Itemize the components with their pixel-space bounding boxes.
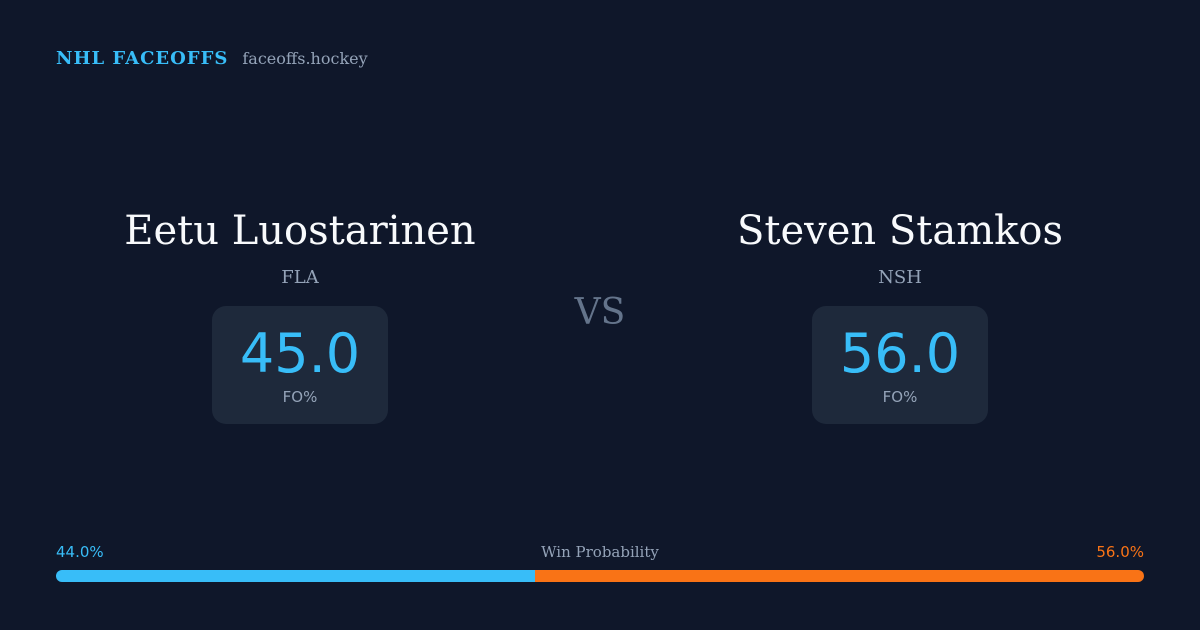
win-probability-right-label: 56.0% [1096,543,1144,561]
stat-label: FO% [882,388,918,406]
stat-label: FO% [282,388,318,406]
brand-domain: faceoffs.hockey [242,49,368,68]
stat-card: 56.0 FO% [812,306,988,424]
stat-value: 56.0 [839,322,961,385]
win-probability-fill-right [534,570,1144,582]
player-left: Eetu Luostarinen FLA 45.0 FO% [80,204,520,424]
stat-card: 45.0 FO% [212,306,388,424]
win-probability-left-label: 44.0% [56,543,104,561]
stat-value: 45.0 [239,322,361,385]
player-name: Steven Stamkos [737,208,1063,254]
win-probability-title: Win Probability [541,543,659,561]
brand-title: NHL FACEOFFS [56,48,229,69]
player-name: Eetu Luostarinen [124,208,476,254]
brand-header: NHL FACEOFFS faceoffs.hockey [56,48,368,69]
player-right: Steven Stamkos NSH 56.0 FO% [680,204,1120,424]
player-team: FLA [281,267,319,288]
win-probability-labels: 44.0% Win Probability 56.0% [56,542,1144,564]
player-team: NSH [878,267,922,288]
win-probability-bar [56,570,1144,582]
win-probability-fill-left [56,570,535,582]
vs-label: VS [574,292,626,333]
